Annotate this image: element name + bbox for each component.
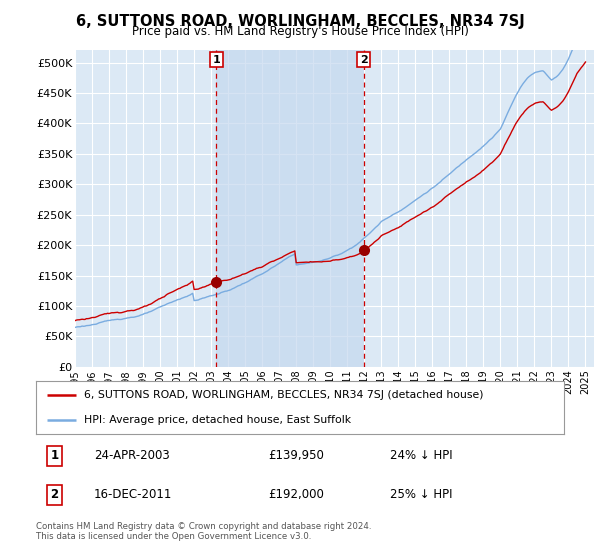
Text: 6, SUTTONS ROAD, WORLINGHAM, BECCLES, NR34 7SJ: 6, SUTTONS ROAD, WORLINGHAM, BECCLES, NR…: [76, 14, 524, 29]
Text: 2: 2: [50, 488, 59, 501]
Bar: [217, 50, 364, 367]
Text: 24-APR-2003: 24-APR-2003: [94, 449, 170, 463]
Text: 25% ↓ HPI: 25% ↓ HPI: [390, 488, 452, 501]
Text: 2: 2: [360, 54, 367, 64]
Text: £139,950: £139,950: [268, 449, 324, 463]
Text: 24% ↓ HPI: 24% ↓ HPI: [390, 449, 452, 463]
Text: Price paid vs. HM Land Registry's House Price Index (HPI): Price paid vs. HM Land Registry's House …: [131, 25, 469, 38]
Text: 1: 1: [212, 54, 220, 64]
Text: 16-DEC-2011: 16-DEC-2011: [94, 488, 172, 501]
Text: £192,000: £192,000: [268, 488, 324, 501]
Text: HPI: Average price, detached house, East Suffolk: HPI: Average price, detached house, East…: [83, 414, 350, 424]
Text: 6, SUTTONS ROAD, WORLINGHAM, BECCLES, NR34 7SJ (detached house): 6, SUTTONS ROAD, WORLINGHAM, BECCLES, NR…: [83, 390, 483, 400]
Text: Contains HM Land Registry data © Crown copyright and database right 2024.
This d: Contains HM Land Registry data © Crown c…: [36, 522, 371, 542]
Text: 1: 1: [50, 449, 59, 463]
